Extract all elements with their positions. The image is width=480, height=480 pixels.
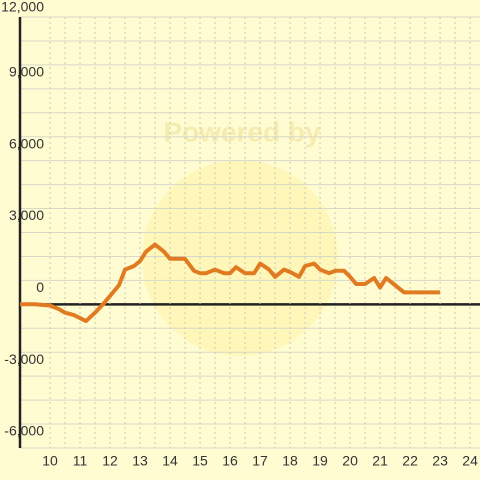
x-tick-label: 20 <box>342 453 358 469</box>
y-tick-label: 3,000 <box>9 207 44 223</box>
x-tick-label: 15 <box>192 453 208 469</box>
x-tick-label: 13 <box>132 453 148 469</box>
x-tick-label: 16 <box>222 453 238 469</box>
y-tick-label: 12,000 <box>1 0 44 15</box>
x-tick-label: 19 <box>312 453 328 469</box>
x-tick-label: 12 <box>102 453 118 469</box>
x-tick-label: 23 <box>432 453 448 469</box>
x-tick-label: 11 <box>73 453 88 469</box>
x-tick-label: 22 <box>402 453 418 469</box>
y-tick-label: 6,000 <box>9 135 44 151</box>
y-tick-label: 9,000 <box>9 64 44 80</box>
x-tick-label: 10 <box>42 453 58 469</box>
watermark: Powered by <box>163 116 321 147</box>
x-tick-label: 21 <box>372 453 388 469</box>
y-tick-label: 0 <box>36 279 44 295</box>
y-tick-label: -3,000 <box>4 351 44 367</box>
x-tick-label: 14 <box>162 453 178 469</box>
x-tick-label: 24 <box>462 453 478 469</box>
y-tick-label: -6,000 <box>4 423 44 439</box>
x-tick-label: 18 <box>282 453 298 469</box>
x-tick-label: 17 <box>252 453 268 469</box>
line <box>20 242 441 324</box>
